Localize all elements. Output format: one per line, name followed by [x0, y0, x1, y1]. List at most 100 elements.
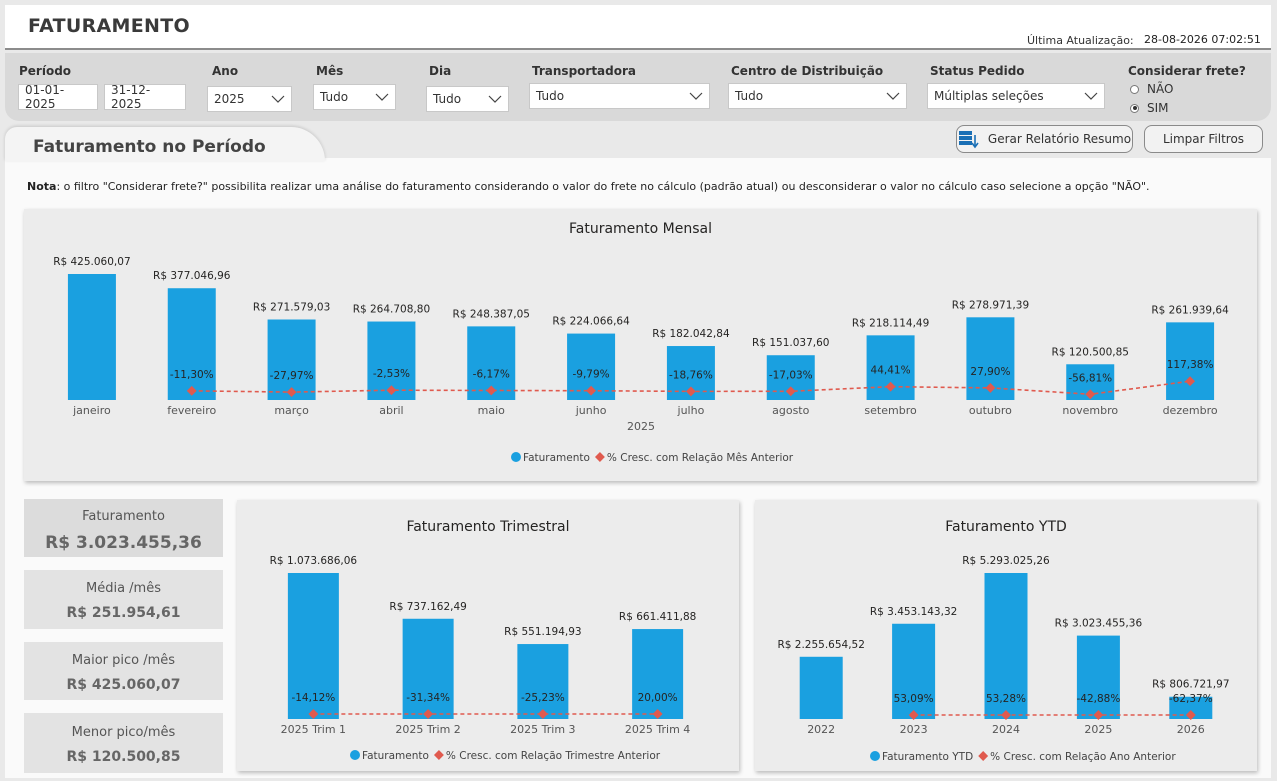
- clear-filters-button[interactable]: Limpar Filtros: [1144, 125, 1263, 153]
- x-tick-label: julho: [677, 404, 705, 417]
- growth-point: [386, 385, 397, 396]
- filter-bar: Período 01-01-2025 31-12-2025 Ano 2025 M…: [5, 53, 1271, 121]
- legend-marker-bar: [511, 452, 521, 462]
- x-tick-label: abril: [379, 404, 403, 417]
- bar-data-label: R$ 151.037,60: [752, 337, 829, 349]
- growth-point: [186, 385, 197, 396]
- bar-data-label: R$ 806.721,97: [1152, 679, 1229, 691]
- kpi-media: Média /mês R$ 251.954,61: [24, 570, 223, 629]
- note-bold: Nota: [27, 180, 57, 193]
- growth-point: [486, 385, 497, 396]
- radio-checked-icon: [1130, 103, 1139, 113]
- growth-point: [885, 381, 896, 392]
- pct-data-label: 44,41%: [871, 365, 911, 377]
- x-tick-label: fevereiro: [167, 404, 216, 417]
- chevron-down-icon: [488, 95, 502, 103]
- x-tick-label: dezembro: [1163, 404, 1218, 417]
- centro-label: Centro de Distribuição: [731, 64, 884, 78]
- quarterly-chart: R$ 1.073.686,06 2025 Trim 1 -14,12% R$ 737.…: [270, 555, 697, 762]
- chevron-down-icon: [375, 93, 389, 101]
- centro-dropdown[interactable]: Tudo: [728, 83, 907, 109]
- chart-bar: [1166, 322, 1215, 400]
- pct-data-label: -56,81%: [1068, 372, 1112, 384]
- x-tick-label: agosto: [772, 404, 809, 417]
- ytd-chart-title: Faturamento YTD: [945, 519, 1067, 535]
- status-dropdown[interactable]: Múltiplas seleções: [927, 83, 1105, 109]
- legend-label-growth: % Cresc. com Relação Mês Anterior: [607, 452, 794, 464]
- kpi-maior-pico-label: Maior pico /mês: [71, 653, 176, 668]
- legend-marker-growth: [594, 452, 605, 462]
- bar-data-label: R$ 2.255.654,52: [777, 639, 864, 651]
- pct-data-label: -2,53%: [373, 368, 410, 380]
- kpi-media-label: Média /mês: [86, 581, 161, 596]
- pct-data-label: -31,34%: [406, 692, 450, 704]
- growth-point: [586, 385, 597, 396]
- chart-bar: [517, 644, 569, 719]
- pct-data-label: 27,90%: [970, 366, 1010, 378]
- bar-data-label: R$ 425.060,07: [53, 256, 130, 268]
- centro-value: Tudo: [735, 89, 764, 103]
- generate-report-label: Gerar Relatório Resumo: [987, 132, 1132, 146]
- pct-data-label: -14,12%: [291, 692, 335, 704]
- x-tick-label: 2025 Trim 1: [281, 723, 346, 736]
- kpi-faturamento-value: R$ 3.023.455,36: [45, 533, 202, 553]
- growth-point: [1001, 710, 1011, 720]
- periodo-start-input[interactable]: 01-01-2025: [18, 83, 98, 111]
- growth-point: [685, 386, 696, 397]
- growth-point: [908, 710, 919, 720]
- ytd-chart: R$ 2.255.654,52 2022 R$ 3.453.143,32 2023 53…: [777, 555, 1229, 763]
- bar-data-label: R$ 120.500,85: [1052, 346, 1129, 358]
- ytd-chart-card: Faturamento YTD R$ 2.255.654,52 2022 R$ 3.…: [755, 500, 1257, 771]
- bar-data-label: R$ 218.114,49: [852, 317, 929, 329]
- x-tick-label: novembro: [1062, 404, 1118, 417]
- chart-bar: [67, 274, 116, 400]
- pct-data-label: -6,17%: [473, 368, 510, 380]
- transportadora-value: Tudo: [536, 89, 565, 103]
- transportadora-dropdown[interactable]: Tudo: [529, 83, 710, 109]
- pct-data-label: -18,76%: [669, 369, 713, 381]
- chevron-down-icon: [271, 95, 285, 103]
- status-label: Status Pedido: [930, 64, 1025, 78]
- frete-option-sim[interactable]: SIM: [1130, 101, 1169, 115]
- bar-data-label: R$ 278.971,39: [952, 299, 1029, 311]
- x-tick-label: 2024: [992, 723, 1020, 736]
- legend-marker-bar: [870, 751, 880, 761]
- frete-option-sim-label: SIM: [1147, 101, 1169, 115]
- kpi-menor-pico-label: Menor pico/mês: [71, 725, 176, 740]
- bar-data-label: R$ 737.162,49: [389, 601, 466, 613]
- ano-dropdown[interactable]: 2025: [207, 86, 292, 112]
- growth-point: [1085, 389, 1096, 400]
- x-tick-label: 2025 Trim 4: [625, 723, 690, 736]
- section-tab: Faturamento no Período: [5, 127, 325, 161]
- bar-data-label: R$ 3.453.143,32: [870, 606, 957, 618]
- frete-option-nao[interactable]: NÃO: [1130, 82, 1173, 96]
- mes-value: Tudo: [320, 90, 349, 104]
- pct-data-label: -42,88%: [1076, 693, 1120, 705]
- bar-data-label: R$ 261.939,64: [1151, 304, 1229, 316]
- chart-bar: [1169, 696, 1213, 719]
- transportadora-label: Transportadora: [532, 64, 637, 78]
- radio-unchecked-icon: [1130, 84, 1139, 94]
- dia-dropdown[interactable]: Tudo: [426, 86, 509, 112]
- periodo-end-input[interactable]: 31-12-2025: [104, 83, 186, 111]
- kpi-media-value: R$ 251.954,61: [66, 605, 181, 621]
- bar-data-label: R$ 3.023.455,36: [1055, 618, 1143, 630]
- pct-data-label: 53,28%: [986, 693, 1026, 705]
- periodo-label: Período: [19, 64, 72, 78]
- pct-data-label: -25,23%: [521, 692, 565, 704]
- x-tick-label: 2026: [1177, 723, 1205, 736]
- legend-marker-growth: [433, 750, 444, 760]
- chevron-down-icon: [886, 92, 900, 100]
- mes-dropdown[interactable]: Tudo: [313, 84, 396, 110]
- bar-data-label: R$ 377.046,96: [153, 270, 231, 282]
- pct-data-label: -27,97%: [270, 370, 314, 382]
- x-tick-label: 2023: [900, 723, 928, 736]
- chart-bar: [799, 656, 843, 719]
- pct-data-label: -9,79%: [573, 369, 610, 381]
- generate-report-button[interactable]: Gerar Relatório Resumo: [956, 125, 1133, 153]
- kpi-maior-pico-value: R$ 425.060,07: [66, 677, 181, 693]
- x-tick-label: março: [274, 404, 309, 417]
- legend-label-bar: Faturamento: [362, 750, 429, 762]
- legend-marker-growth: [978, 751, 989, 761]
- legend-label-growth: % Cresc. com Relação Trimestre Anterior: [446, 750, 661, 762]
